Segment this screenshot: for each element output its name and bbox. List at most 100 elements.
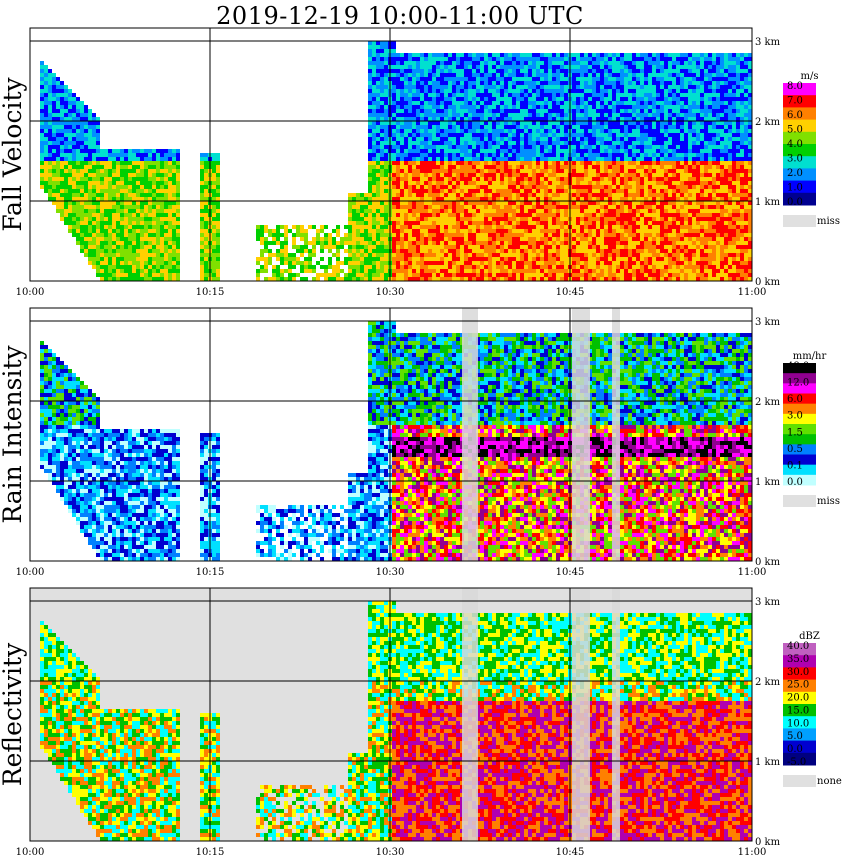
colorbar-level-label: 35.0 <box>787 654 809 665</box>
plot-frame <box>29 307 753 562</box>
colorbar-level-label: 0.1 <box>787 460 803 471</box>
colorbar-swatch <box>783 373 816 384</box>
y-tick-label: 0 km <box>755 837 781 848</box>
x-tick-label: 10:30 <box>376 287 405 298</box>
colorbar-level-label: -5.0 <box>787 757 806 768</box>
y-tick-label: 2 km <box>755 677 781 688</box>
colorbar-level-label: 40.0 <box>787 641 809 652</box>
colorbar-swatch <box>783 740 816 754</box>
colorbar-swatch <box>783 667 816 681</box>
colorbar-unit: mm/hr <box>793 351 827 362</box>
colorbar-swatch <box>783 424 816 435</box>
colorbar-swatch <box>783 454 816 466</box>
colorbar-swatch <box>783 107 816 121</box>
colorbar-swatch <box>783 444 816 455</box>
y-tick-label: 2 km <box>755 117 781 128</box>
y-tick-label: 1 km <box>755 477 781 488</box>
colorbar-swatch <box>783 474 816 486</box>
colorbar-level-label: 1.5 <box>787 427 803 438</box>
colorbar-swatch <box>783 752 816 766</box>
missing-stripe <box>572 588 590 841</box>
colorbar-swatch <box>783 434 816 445</box>
colorbar-swatch <box>783 119 816 133</box>
colorbar-swatch <box>783 728 816 742</box>
colorbar-level-label: 8.0 <box>787 81 803 92</box>
y-axis-label: Reflectivity <box>0 642 27 786</box>
fall-velocity-panel: 0 km 1 km 2 km 3 km 10:00 10:15 10:30 10:45 11:0… <box>0 27 840 298</box>
x-tick-label: 11:00 <box>738 287 767 298</box>
x-tick-label: 10:30 <box>376 567 405 578</box>
colorbar-missing-label: miss <box>817 496 840 507</box>
colorbar-missing-swatch <box>783 495 816 507</box>
colorbar-level-label: 5.0 <box>787 125 803 136</box>
colorbar-swatch <box>783 679 816 693</box>
colorbar-swatch <box>783 95 816 108</box>
x-tick-label: 11:00 <box>738 567 767 578</box>
y-axis-label: Fall Velocity <box>0 76 27 231</box>
missing-stripe <box>462 588 478 841</box>
colorbar-level-label: 4.0 <box>787 139 803 150</box>
colorbar-level-label: 2.0 <box>787 168 803 179</box>
y-tick-label: 3 km <box>755 597 781 608</box>
x-tick-label: 10:30 <box>376 847 405 858</box>
y-axis-label: Rain Intensity <box>0 344 27 523</box>
x-tick-label: 10:15 <box>196 287 225 298</box>
y-tick-label: 3 km <box>755 37 781 48</box>
colorbar-swatch <box>783 393 816 405</box>
colorbar-level-label: 3.0 <box>787 154 803 165</box>
colorbar-swatch <box>783 383 816 394</box>
colorbar-level-label: 0.0 <box>787 197 803 208</box>
colorbar-level-label: 0.5 <box>787 444 803 455</box>
x-tick-label: 10:45 <box>556 287 585 298</box>
colorbar-swatch <box>783 180 816 194</box>
colorbar-level-label: 0.0 <box>787 477 803 488</box>
colorbar-swatch <box>783 691 816 705</box>
x-tick-label: 10:00 <box>16 847 45 858</box>
colorbar-missing-label: none <box>817 776 842 787</box>
colorbar-swatch <box>783 403 816 415</box>
colorbar-swatch <box>783 192 816 206</box>
colorbar-swatch <box>783 156 816 169</box>
colorbar-swatch <box>783 83 816 96</box>
x-tick-label: 10:15 <box>196 567 225 578</box>
plot-frame <box>29 27 753 282</box>
colorbar-level-label: 7.0 <box>787 96 803 107</box>
y-tick-label: 2 km <box>755 397 781 408</box>
colorbar-swatch <box>783 363 816 374</box>
colorbar-level-label: 6.0 <box>787 110 803 121</box>
y-tick-label: 1 km <box>755 197 781 208</box>
colorbar-swatch <box>783 131 816 145</box>
missing-stripe <box>612 308 620 561</box>
colorbar-swatch <box>783 168 816 182</box>
colorbar-swatch <box>783 413 816 425</box>
colorbar-missing-label: miss <box>817 216 840 227</box>
colorbar-level-label: 5.0 <box>787 731 803 742</box>
colorbar-level-label: 30.0 <box>787 667 809 678</box>
echo-field <box>40 41 752 281</box>
x-tick-label: 10:45 <box>556 847 585 858</box>
rain-intensity-panel: 0 km 1 km 2 km 3 km 10:00 10:15 10:30 10:45 11:0… <box>0 307 840 578</box>
y-tick-label: 1 km <box>755 757 781 768</box>
colorbar-unit: m/s <box>801 71 819 82</box>
colorbar-missing-swatch <box>783 215 816 227</box>
colorbar-swatch <box>783 655 816 668</box>
x-tick-label: 10:00 <box>16 567 45 578</box>
reflectivity-panel: 0 km 1 km 2 km 3 km 10:00 10:15 10:30 10:45 11:0… <box>0 587 842 858</box>
x-tick-label: 10:45 <box>556 567 585 578</box>
chart-title: 2019-12-19 10:00-11:00 UTC <box>0 2 800 30</box>
colorbar-level-label: 48.0 <box>787 361 809 372</box>
colorbar-level-label: 3.0 <box>787 411 803 422</box>
missing-stripe <box>572 308 590 561</box>
colorbar-swatch <box>783 464 816 476</box>
colorbar-level-label: 25.0 <box>787 680 809 691</box>
x-tick-label: 11:00 <box>738 847 767 858</box>
colorbar-level-label: 6.0 <box>787 394 803 405</box>
colorbar-swatch <box>783 144 816 157</box>
colorbar-level-label: 0.0 <box>787 744 803 755</box>
missing-stripe <box>462 308 478 561</box>
y-tick-label: 0 km <box>755 557 781 568</box>
colorbar-level-label: 20.0 <box>787 693 809 704</box>
y-tick-label: 3 km <box>755 317 781 328</box>
colorbar-level-label: 10.0 <box>787 718 809 729</box>
colorbar-level-label: 12.0 <box>787 378 809 389</box>
